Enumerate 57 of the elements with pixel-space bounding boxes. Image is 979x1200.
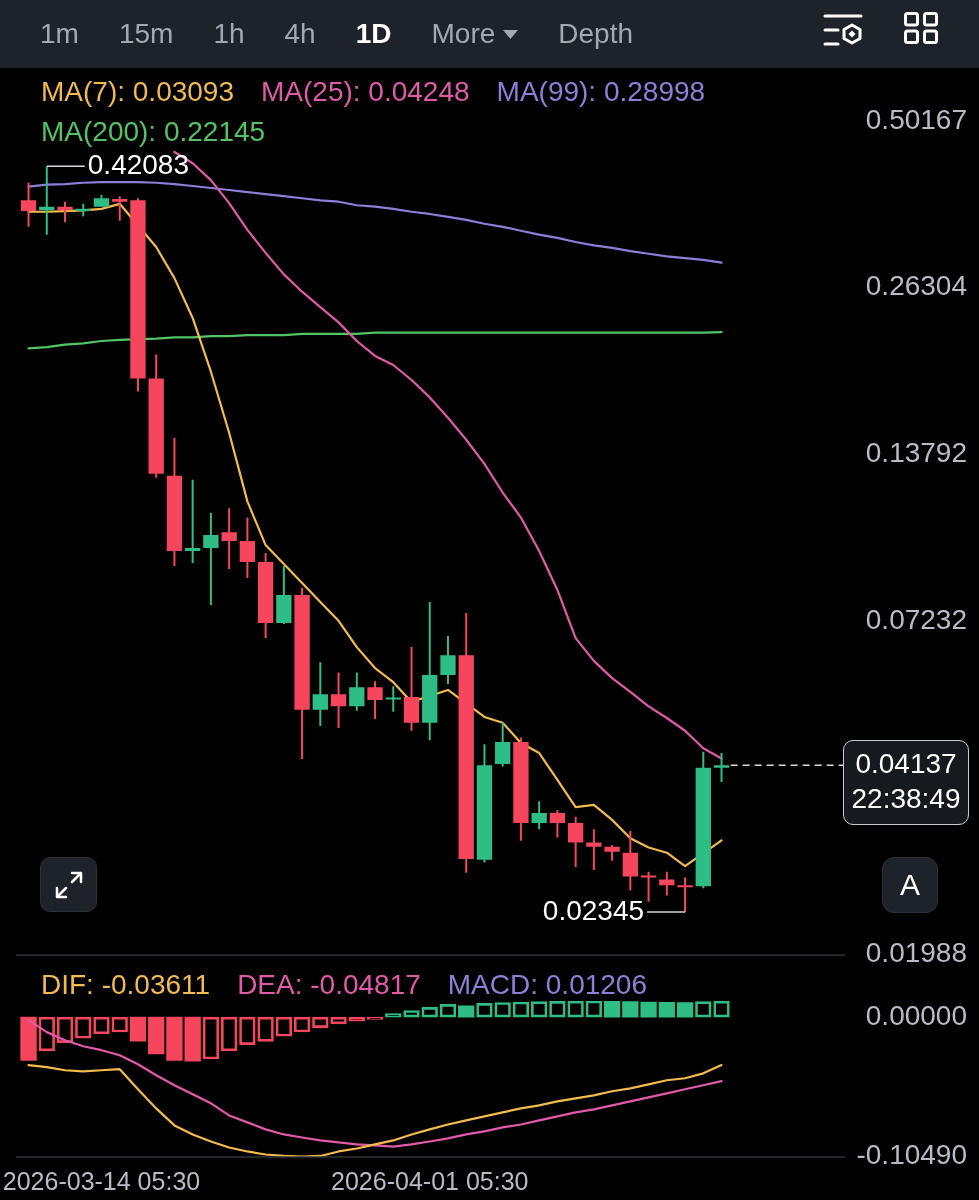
- candlestick: [330, 672, 347, 729]
- text: 0.04137: [854, 747, 958, 782]
- candlestick: [604, 844, 620, 861]
- candlestick: [713, 752, 730, 782]
- text: 1D: [355, 18, 392, 50]
- candlestick: [403, 647, 420, 731]
- bar: [20, 1016, 37, 1061]
- candlestick: [385, 686, 401, 712]
- bar: [603, 1001, 621, 1018]
- candlestick: [185, 479, 201, 563]
- candlestick: [93, 194, 110, 207]
- candlestick: [39, 166, 55, 235]
- text: 22:38:49: [850, 782, 962, 817]
- y-tick-label: 0.01988: [865, 937, 967, 969]
- text: 4h: [284, 18, 316, 50]
- candlestick: [130, 198, 146, 392]
- bar: [148, 1016, 165, 1055]
- text: 1h: [213, 18, 245, 50]
- bar: [458, 1005, 475, 1018]
- text: 15m: [118, 18, 174, 50]
- text: More: [431, 18, 496, 50]
- text: MA(99): 0.28998: [496, 75, 706, 109]
- x-tick-label: 2026-03-14 05:30: [2, 1166, 201, 1195]
- candlestick: [659, 871, 675, 896]
- candlestick: [312, 662, 328, 726]
- candlestick: [20, 182, 37, 227]
- series-label: MACD: 0.01206: [447, 968, 648, 1002]
- candlestick: [276, 566, 292, 625]
- y-tick-label: 0.07232: [865, 603, 967, 635]
- text: Depth: [558, 18, 633, 50]
- y-tick-label: 0.26304: [865, 270, 967, 302]
- text: 1m: [40, 18, 79, 50]
- candlestick: [440, 635, 456, 684]
- text: MA(7): 0.03093: [41, 75, 234, 109]
- annotation: 0.02345: [542, 894, 645, 926]
- annotation: 0.42083: [87, 149, 189, 181]
- candlestick: [294, 588, 310, 760]
- candlestick: [203, 512, 219, 605]
- bar: [129, 1016, 147, 1042]
- candlestick: [513, 737, 529, 841]
- text: MA(25): 0.04248: [261, 75, 470, 109]
- text: DEA: -0.04817: [237, 968, 421, 1002]
- bar: [676, 1002, 694, 1018]
- candlestick: [367, 681, 383, 720]
- candlestick: [640, 871, 657, 902]
- y-tick-label: 0.13792: [865, 437, 967, 469]
- candlestick: [677, 877, 693, 912]
- candlestick: [221, 508, 237, 569]
- candlestick: [586, 829, 602, 870]
- y-tick-label: 0.50167: [865, 103, 967, 135]
- y-tick-label: -0.10490: [856, 1139, 967, 1171]
- text: DIF: -0.03611: [41, 968, 211, 1002]
- bar: [658, 1001, 675, 1018]
- y-tick-label: 0.00000: [865, 999, 967, 1031]
- text: MA(200): 0.22145: [41, 116, 266, 147]
- candlestick: [112, 196, 128, 221]
- x-tick-label: 2026-04-01 05:30: [331, 1166, 529, 1195]
